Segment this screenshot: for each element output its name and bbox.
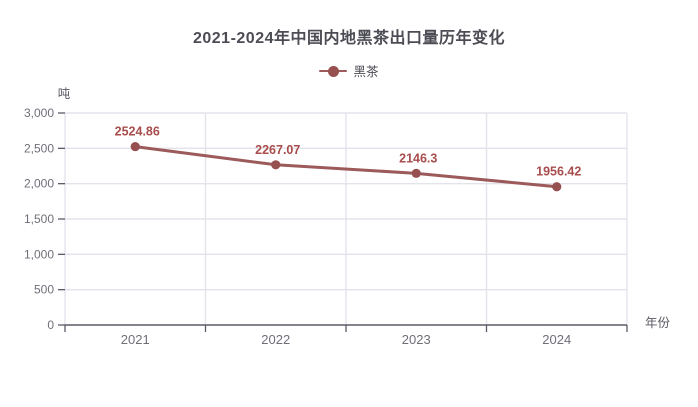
- x-tick-label: 2023: [402, 332, 431, 347]
- data-label: 1956.42: [536, 165, 581, 179]
- chart-title: 2021-2024年中国内地黑茶出口量历年变化: [192, 30, 506, 47]
- y-tick-label: 2,000: [24, 177, 54, 191]
- y-tick-label: 1,000: [24, 247, 54, 261]
- legend-line-marker-icon: [319, 65, 348, 77]
- y-tick-label: 3,000: [24, 106, 54, 120]
- y-tick-label: 500: [34, 283, 54, 297]
- data-point: [411, 168, 421, 178]
- y-tick-label: 2,500: [24, 141, 54, 155]
- legend-label: 黑茶: [353, 65, 379, 79]
- y-axis-unit-label: 吨: [58, 87, 71, 101]
- legend-item-heicha[interactable]: 黑茶: [319, 61, 379, 80]
- data-point: [552, 182, 562, 192]
- data-label: 2524.86: [115, 125, 160, 139]
- data-label: 2146.3: [399, 151, 437, 165]
- series-line: [133, 145, 559, 189]
- data-point: [130, 141, 140, 152]
- x-tick-label: 2021: [121, 332, 150, 347]
- legend-dot: [328, 65, 340, 77]
- x-tick-label: 2022: [261, 332, 290, 347]
- data-label: 2267.07: [255, 143, 300, 157]
- x-tick-label: 2024: [542, 332, 571, 347]
- x-axis-name-label: 年份: [645, 316, 671, 330]
- y-tick-label: 1,500: [24, 212, 54, 226]
- legend: 黑茶: [0, 61, 698, 80]
- data-point: [271, 160, 281, 170]
- y-tick-label: 0: [47, 318, 54, 332]
